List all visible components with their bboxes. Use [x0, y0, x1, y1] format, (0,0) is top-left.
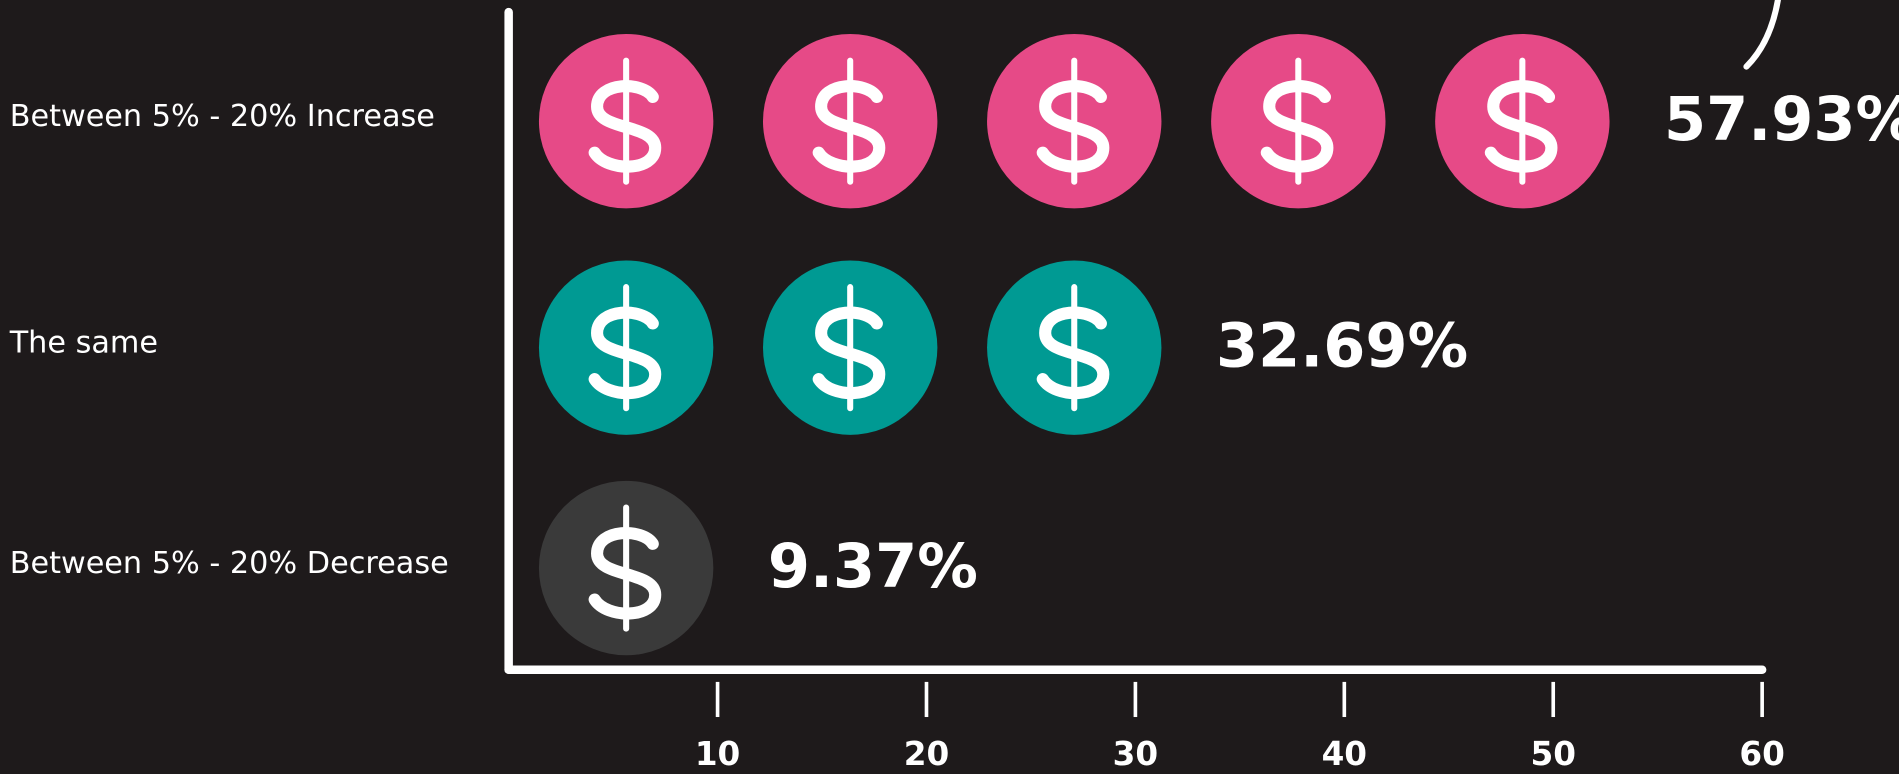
value-label: 9.37%	[768, 532, 978, 602]
value-label: 57.93%	[1664, 85, 1899, 155]
annotation-curve	[1743, 0, 1781, 70]
x-tick-label: 60	[1739, 735, 1785, 773]
x-tick-label: 30	[1113, 735, 1159, 773]
icon-row	[538, 480, 714, 656]
x-tick-label: 10	[695, 735, 741, 773]
icon-row	[538, 33, 1610, 209]
x-tick-label: 50	[1530, 735, 1576, 773]
x-tick-label: 40	[1322, 735, 1368, 773]
category-label: Between 5% - 20% Decrease	[10, 546, 449, 581]
icon-row	[538, 260, 1162, 435]
category-label: The same	[9, 326, 158, 361]
value-label: 32.69%	[1216, 312, 1468, 382]
x-tick-label: 20	[904, 735, 950, 773]
category-label: Between 5% - 20% Increase	[10, 99, 435, 134]
